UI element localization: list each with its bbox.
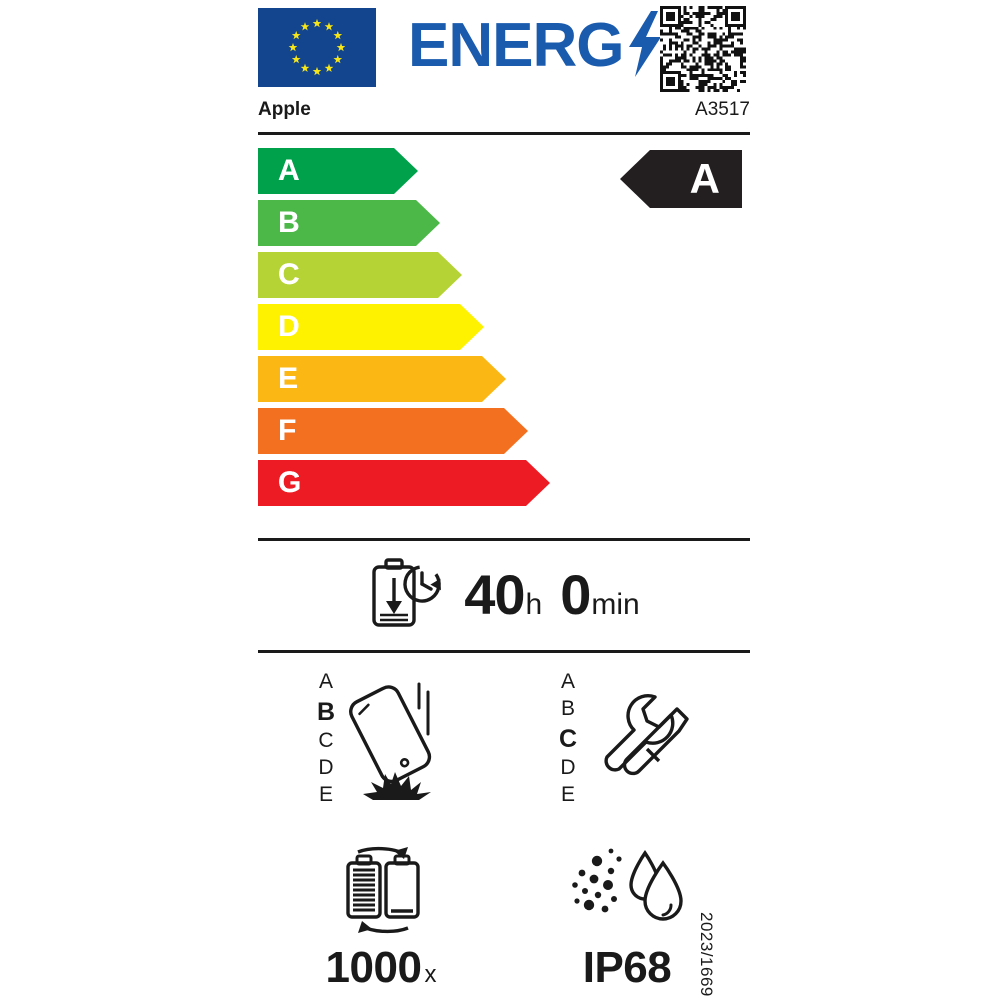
battery-cycles-value: 1000 x (325, 942, 437, 992)
class-option-c: C (318, 729, 334, 753)
grade-arrow-c: C (258, 252, 462, 298)
class-option-a: A (560, 670, 575, 694)
grade-letter: F (278, 414, 297, 447)
ingress-protection-code: IP68 (582, 942, 672, 992)
class-option-e: E (560, 782, 575, 806)
grade-row: B (258, 200, 750, 246)
battery-life-row: 40 h 0 min (258, 552, 750, 638)
battery-life-minutes: 0 (560, 563, 591, 626)
grade-row: C (258, 252, 750, 298)
ingress-protection-value: IP68 (582, 942, 672, 992)
grade-letter: G (278, 466, 302, 499)
lightning-bolt-icon (625, 10, 665, 82)
class-option-b: B (560, 697, 575, 721)
divider-bottom (258, 650, 750, 653)
class-option-d: D (318, 756, 334, 779)
grade-arrow-a: A (258, 148, 418, 194)
class-option-b: B (316, 698, 336, 727)
grade-row: D (258, 304, 750, 350)
battery-life-hours: 40 (464, 563, 525, 626)
grade-letter: B (278, 206, 300, 239)
class-option-a: A (318, 670, 333, 694)
battery-cycles-number: 1000 (325, 942, 422, 992)
rating-arrow-shape (620, 150, 742, 208)
grade-arrow-e: E (258, 356, 506, 402)
label-header: ENERG (250, 4, 750, 92)
qr-code-icon (660, 6, 746, 92)
grade-arrow-b: B (258, 200, 440, 246)
grade-row: G (258, 460, 750, 506)
phone-drop-icon (343, 674, 447, 805)
class-option-e: E (318, 782, 333, 806)
class-option-d: D (560, 756, 576, 779)
grade-row: E (258, 356, 750, 402)
grade-letter: A (278, 154, 300, 187)
grade-letter: E (278, 362, 299, 395)
battery-life-value: 40 h 0 min (464, 567, 639, 623)
energy-class-rating-arrow: A (620, 150, 742, 208)
supplier-name: Apple (258, 99, 311, 120)
battery-life-minutes-unit: min (591, 588, 640, 621)
battery-cycles-suffix: x (424, 960, 437, 988)
grade-arrow-g: G (258, 460, 550, 506)
battery-endurance-icon (368, 556, 446, 635)
energy-wordmark-text: ENERG (408, 11, 624, 80)
grade-arrow-d: D (258, 304, 484, 350)
battery-life-hours-unit: h (525, 588, 543, 621)
grade-row: A (258, 148, 750, 194)
divider-top (258, 538, 750, 541)
rating-arrow-letter: A (689, 155, 720, 202)
wrench-screwdriver-icon (585, 681, 697, 798)
eu-flag-icon (258, 8, 376, 87)
battery-cycles-icon (322, 843, 440, 940)
grade-arrow-f: F (258, 408, 528, 454)
energy-wordmark: ENERG (408, 6, 665, 86)
regulation-number: 2023/1669 (697, 912, 716, 997)
metric-battery-cycles: 1000 x (258, 832, 504, 1000)
brand-row: Apple A3517 (258, 99, 750, 135)
metric-ingress-protection: IP68 (504, 832, 750, 1000)
grade-letter: D (278, 310, 300, 343)
dust-water-icon (567, 843, 687, 940)
model-identifier: A3517 (695, 99, 750, 120)
class-option-c: C (558, 725, 578, 753)
grade-row: F (258, 408, 750, 454)
grade-letter: C (278, 258, 300, 291)
